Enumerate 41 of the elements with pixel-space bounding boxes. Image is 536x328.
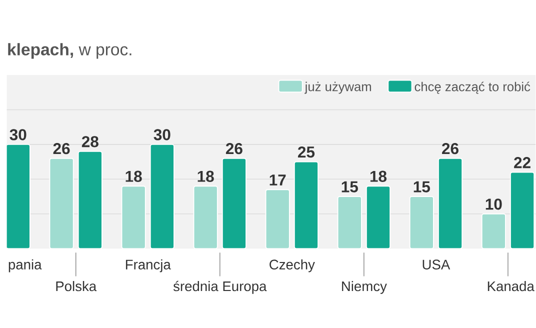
x-tick-label: średnia Europa <box>173 281 267 294</box>
data-label: 17 <box>270 174 286 186</box>
data-label: 15 <box>342 182 358 193</box>
bar <box>409 196 434 249</box>
bar <box>222 158 247 249</box>
bar <box>193 186 218 249</box>
bar <box>366 186 391 249</box>
bar <box>481 214 506 249</box>
bar <box>510 172 535 249</box>
x-tick-label: USA <box>422 260 450 270</box>
data-label: 30 <box>154 129 170 140</box>
data-label: 18 <box>370 171 387 182</box>
data-label: 28 <box>82 136 98 148</box>
data-label: 26 <box>53 143 70 154</box>
x-tick-label: pania <box>8 260 42 272</box>
data-label: 15 <box>414 182 430 193</box>
chart-title: klepach, w proc. <box>8 43 132 59</box>
bar <box>6 144 30 249</box>
data-label: 10 <box>486 198 502 210</box>
data-label: 25 <box>298 146 315 158</box>
bar <box>337 196 362 249</box>
x-tick-label: Polska <box>56 281 97 292</box>
bar <box>49 158 74 249</box>
data-label: 30 <box>10 129 26 140</box>
bar <box>438 158 463 249</box>
bar <box>265 189 290 249</box>
legend-label: chcę zacząć to robić <box>414 82 530 94</box>
x-tick-label: Czechy <box>270 260 315 272</box>
x-tick-label: Francja <box>126 260 171 272</box>
bar <box>294 162 319 249</box>
data-label: 22 <box>514 157 530 168</box>
legend-label: już używam <box>304 82 371 94</box>
x-tick-label: Niemcy <box>342 281 387 294</box>
bar <box>150 144 175 249</box>
bar <box>121 186 146 249</box>
data-label: 26 <box>442 143 458 154</box>
data-label: 18 <box>126 171 142 182</box>
data-label: 18 <box>198 171 214 182</box>
data-label: 26 <box>226 143 242 154</box>
bar <box>78 151 102 249</box>
x-tick-label: Kanada <box>488 281 534 292</box>
